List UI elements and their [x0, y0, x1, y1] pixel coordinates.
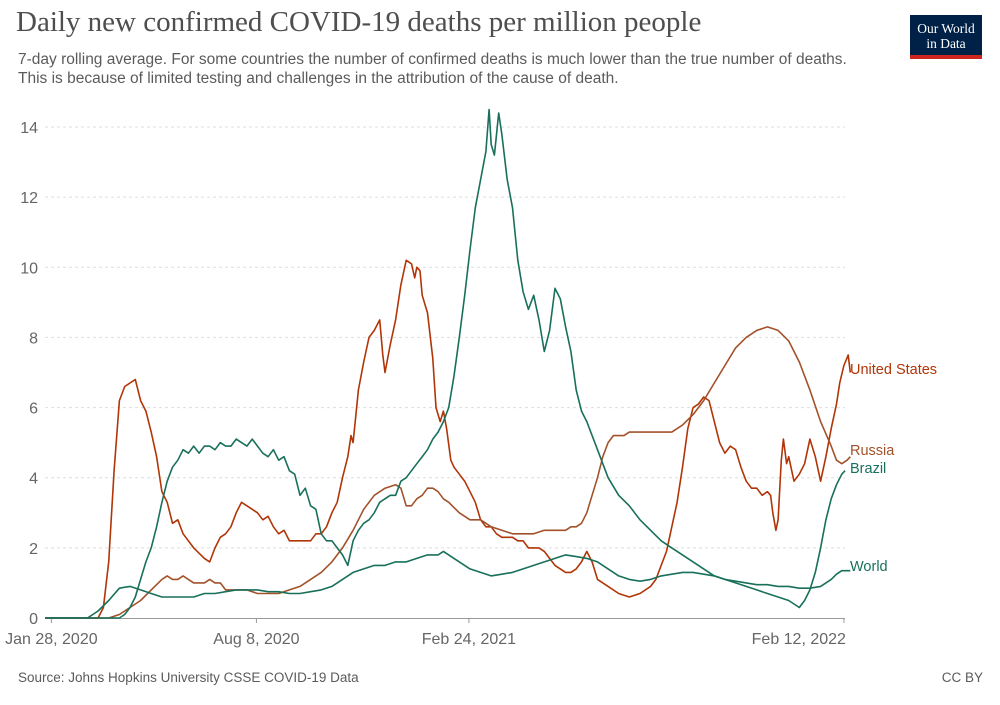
series-line-united-states[interactable] — [45, 259, 852, 619]
x-tick-label: Feb 24, 2021 — [422, 631, 516, 648]
series-layer — [45, 108, 852, 619]
series-label-layer: United States Russia Brazil World — [850, 362, 937, 575]
x-tick-label: Aug 8, 2020 — [213, 631, 299, 648]
logo-line-1: Our World — [917, 21, 975, 36]
series-label-brazil[interactable]: Brazil — [850, 461, 886, 477]
y-tick-label: 14 — [20, 120, 38, 137]
x-tick-label: Jan 28, 2020 — [5, 631, 98, 648]
y-tick-label: 8 — [29, 330, 38, 347]
chart-title: Daily new confirmed COVID-19 deaths per … — [16, 6, 702, 38]
series-line-brazil[interactable] — [45, 108, 846, 619]
y-tick-label: 2 — [29, 541, 38, 558]
y-tick-label: 10 — [20, 260, 38, 277]
series-label-world[interactable]: World — [850, 559, 888, 575]
series-label-united-states[interactable]: United States — [850, 362, 937, 378]
owid-logo[interactable]: Our World in Data — [910, 15, 982, 59]
y-tick-label: 0 — [29, 611, 38, 628]
y-tick-label: 4 — [29, 471, 38, 488]
series-label-russia[interactable]: Russia — [850, 443, 895, 459]
y-tick-label: 12 — [20, 190, 38, 207]
y-tick-label: 6 — [29, 401, 38, 418]
x-tick-label: Feb 12, 2022 — [752, 631, 846, 648]
logo-line-2: in Data — [926, 36, 966, 51]
series-line-world[interactable] — [45, 550, 851, 619]
grid-layer: 0 2 4 6 8 10 12 14 Jan 28, 2020 Aug 8, 2020 Feb 24… — [5, 120, 846, 648]
license-link[interactable]: CC BY — [941, 670, 983, 685]
chart-subtitle: 7-day rolling average. For some countrie… — [18, 51, 847, 87]
source-note: Source: Johns Hopkins University CSSE CO… — [18, 670, 359, 685]
series-line-russia[interactable] — [45, 326, 851, 619]
